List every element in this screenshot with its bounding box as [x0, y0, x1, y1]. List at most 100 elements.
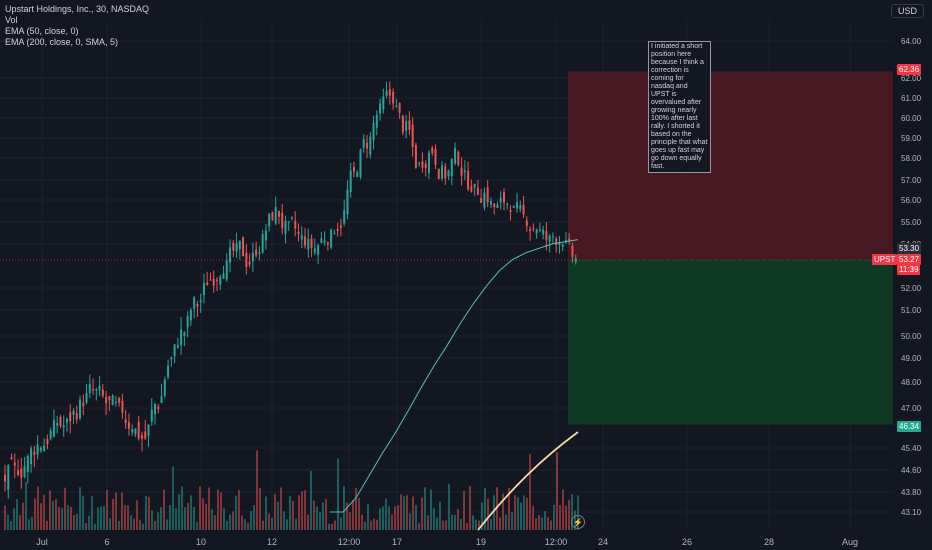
candle-body	[13, 462, 16, 466]
time-tick-label: 24	[598, 537, 608, 547]
volume-bar	[337, 458, 339, 530]
candle-body	[414, 145, 417, 168]
volume-bar	[316, 506, 318, 530]
volume-bar	[205, 503, 207, 530]
volume-bar	[493, 495, 495, 530]
candle-body	[424, 163, 427, 169]
volume-bar	[208, 487, 210, 530]
candle-body	[232, 242, 235, 251]
volume-bar	[421, 497, 423, 530]
volume-bar	[280, 487, 282, 530]
volume-bar	[256, 450, 258, 530]
last-price-tag: 53.27	[897, 254, 922, 265]
time-tick-label: 17	[392, 537, 402, 547]
ema200-line	[477, 431, 579, 531]
candle-body	[261, 234, 264, 253]
note-annotation[interactable]: I initiated a short position here becaus…	[648, 41, 711, 173]
candle-body	[39, 447, 42, 451]
candle-body	[532, 227, 535, 230]
candle-body	[271, 212, 274, 221]
candle-body	[506, 203, 509, 205]
price-tick-label: 52.00	[901, 284, 922, 293]
candle-body	[101, 389, 104, 396]
volume-bar	[121, 492, 123, 530]
candle-body	[516, 202, 519, 209]
volume-bar	[85, 523, 87, 530]
lightning-icon[interactable]: ⚡	[571, 515, 585, 529]
volume-bar	[340, 517, 342, 530]
price-tick-label: 49.00	[901, 354, 922, 363]
volume-bar	[514, 495, 516, 530]
volume-bar	[190, 495, 192, 530]
candle-body	[62, 425, 65, 428]
volume-bar	[250, 510, 252, 530]
candle-body	[235, 243, 238, 252]
volume-bar	[364, 521, 366, 530]
price-tick-label: 60.00	[901, 114, 922, 123]
volume-bar	[298, 495, 300, 530]
volume-bar	[274, 493, 276, 530]
volume-bar	[481, 502, 483, 530]
volume-bar	[214, 515, 216, 530]
volume-bar	[40, 503, 42, 530]
price-tick-label: 43.10	[901, 508, 922, 517]
candle-body	[356, 172, 359, 177]
volume-bar	[484, 487, 486, 530]
volume-bar	[370, 520, 372, 530]
candle-body	[167, 365, 170, 378]
volume-bar	[157, 512, 159, 530]
ema200-indicator-label[interactable]: EMA (200, close, 0, SMA, 5)	[5, 37, 119, 47]
candle-body	[480, 197, 483, 203]
candle-body	[79, 399, 82, 419]
candle-body	[330, 229, 333, 248]
volume-bar	[52, 501, 54, 530]
candle-body	[427, 152, 430, 173]
symbol-title[interactable]: Upstart Holdings, Inc., 30, NASDAQ	[5, 4, 150, 14]
candle-body	[304, 236, 307, 246]
candle-body	[144, 431, 147, 439]
volume-bar	[187, 502, 189, 530]
candle-body	[444, 166, 447, 179]
candle-body	[339, 225, 342, 228]
currency-button[interactable]: USD	[891, 4, 924, 18]
time-tick-label: 26	[682, 537, 692, 547]
volume-bar	[115, 492, 117, 530]
candle-body	[366, 142, 369, 149]
candle-body	[242, 237, 245, 257]
candle-body	[294, 220, 297, 229]
volume-bar	[124, 505, 126, 530]
candle-body	[349, 170, 352, 193]
candle-body	[372, 122, 375, 141]
candle-body	[522, 205, 525, 215]
volume-bar	[526, 497, 528, 530]
candle-body	[59, 416, 62, 426]
ema50-indicator-label[interactable]: EMA (50, close, 0)	[5, 26, 79, 36]
volume-bar	[562, 489, 564, 530]
volume-bar	[313, 500, 315, 530]
volume-bar	[16, 499, 18, 530]
volume-bar	[136, 500, 138, 530]
volume-bar	[19, 515, 21, 530]
time-tick-label: 12:00	[545, 537, 568, 547]
candle-body	[264, 230, 267, 241]
candle-body	[313, 248, 316, 253]
candle-body	[245, 252, 248, 267]
vol-indicator-label[interactable]: Vol	[5, 15, 18, 25]
volume-bar	[286, 519, 288, 530]
volume-bar	[385, 498, 387, 530]
volume-bar	[148, 496, 150, 530]
volume-bar	[13, 508, 15, 530]
candle-body	[502, 192, 505, 203]
candle-body	[411, 124, 414, 147]
entry-price-tag: 53.30	[897, 243, 922, 254]
candle-body	[173, 344, 176, 357]
price-tick-label: 59.00	[901, 134, 922, 143]
price-tick-label: 62.00	[901, 74, 922, 83]
volume-bar	[310, 470, 312, 530]
volume-bar	[82, 495, 84, 530]
volume-bar	[76, 513, 78, 530]
price-tick-label: 55.00	[901, 218, 922, 227]
volume-bar	[277, 501, 279, 530]
price-tick-label: 56.00	[901, 196, 922, 205]
